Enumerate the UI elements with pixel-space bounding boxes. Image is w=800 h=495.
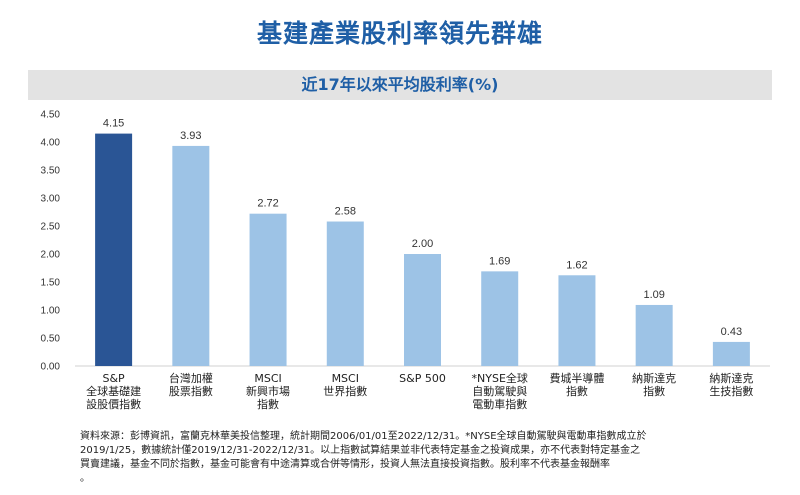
data-label: 4.15: [103, 118, 124, 130]
y-tick-label: 3.50: [41, 166, 61, 177]
x-tick-label: *NYSE全球: [472, 371, 528, 385]
bar: [404, 254, 441, 366]
y-tick-label: 4.00: [41, 138, 61, 149]
data-label: 2.72: [257, 198, 278, 210]
page-title: 基建產業股利率領先群雄: [256, 19, 543, 48]
bar: [481, 271, 519, 366]
bar: [326, 221, 364, 366]
data-label: 1.62: [566, 259, 587, 271]
x-tick-label: S&P 500: [399, 372, 446, 385]
bar: [95, 133, 133, 366]
x-tick-label: 電動車指數: [472, 397, 527, 411]
data-label: 2.58: [335, 206, 356, 218]
x-tick-label: 納斯達克: [632, 372, 676, 385]
data-label: 1.09: [643, 289, 664, 301]
data-label: 0.43: [721, 326, 742, 338]
footnote-line: 2019/1/25，數據統計僅2019/12/31-2022/12/31。以上指…: [80, 445, 641, 456]
chart-subtitle: 近17年以來平均股利率(%): [28, 70, 772, 100]
y-tick-label: 2.50: [41, 222, 61, 233]
footnote-line: 買賣建議，基金不同於指數，基金可能會有中途清算或合併等情形，投資人無法直接投資指…: [80, 459, 610, 470]
footnote-line: 。: [80, 473, 90, 484]
y-tick-label: 3.00: [41, 194, 61, 205]
x-tick-label: MSCI: [254, 372, 281, 385]
x-tick-label: 台灣加權: [169, 371, 213, 385]
x-tick-label: 世界指數: [323, 384, 367, 398]
x-tick-label: 納斯達克: [709, 372, 753, 385]
footnote: 資料來源：彭博資訊，富蘭克林華美投信整理，統計期間2006/01/01至2022…: [80, 430, 740, 486]
x-tick-label: 全球基礎建: [86, 384, 141, 398]
bar: [172, 145, 210, 366]
y-tick-label: 0.50: [41, 334, 61, 345]
x-tick-label: 新興市場: [246, 384, 290, 398]
data-label: 2.00: [412, 238, 433, 250]
bar-chart: 0.00 0.50 1.00 1.50 2.00 2.50 3.00 3.50 4.00 4.50…: [41, 110, 770, 411]
x-tick-label: 指數: [566, 384, 588, 398]
y-tick-label: 2.00: [41, 250, 61, 261]
x-tick-label: 自動駕駛與: [472, 384, 527, 398]
bar: [712, 341, 750, 366]
y-tick-label: 1.50: [41, 278, 61, 289]
y-tick-label: 1.00: [41, 306, 61, 317]
data-label: 3.93: [180, 130, 201, 142]
data-label: 1.69: [489, 255, 510, 267]
x-tick-label: 股票指數: [169, 384, 213, 398]
y-tick-label: 4.50: [41, 110, 61, 121]
x-tick-label: 設股價指數: [86, 397, 141, 411]
x-tick-label: MSCI: [332, 372, 359, 385]
x-tick-label: 指數: [643, 384, 665, 398]
bar: [249, 213, 287, 366]
x-tick-label: 生技指數: [709, 384, 753, 398]
x-tick-label: 指數: [257, 397, 279, 411]
footnote-line: 資料來源：彭博資訊，富蘭克林華美投信整理，統計期間2006/01/01至2022…: [80, 431, 647, 442]
bar: [635, 304, 673, 366]
bar: [558, 275, 596, 366]
x-tick-label: S&P: [103, 372, 126, 385]
y-tick-label: 0.00: [41, 362, 61, 373]
x-tick-label: 費城半導體: [549, 371, 604, 385]
